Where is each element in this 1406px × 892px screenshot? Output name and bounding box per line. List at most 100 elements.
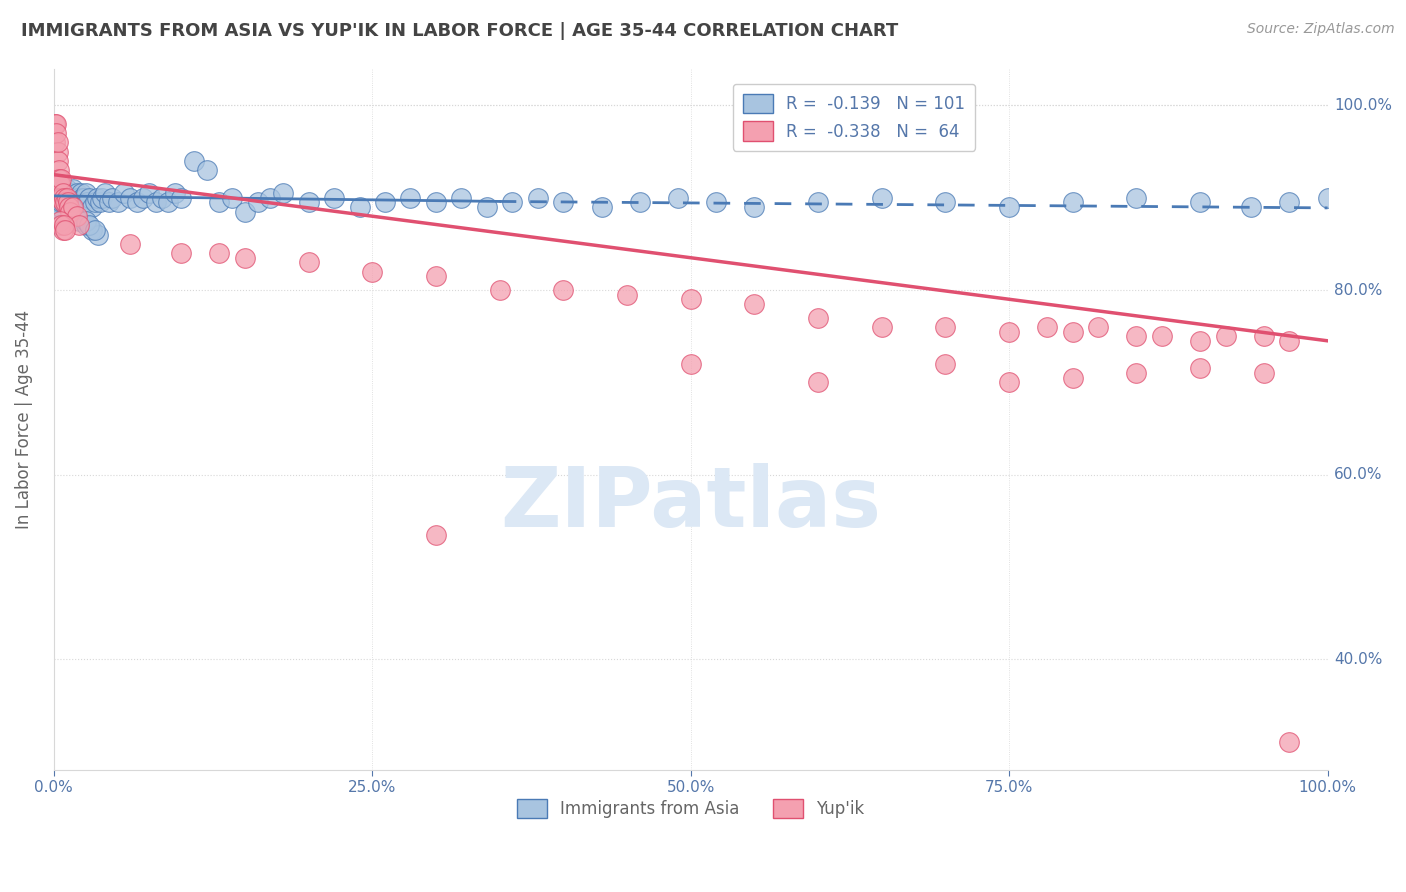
Point (628, 195, 651, 210)
Point (1316, 191, 1339, 205)
Point (75, 214, 97, 228)
Point (1150, 329, 1173, 343)
Point (79, 219, 101, 233)
Point (70, 191, 93, 205)
Point (55, 191, 77, 205)
Text: 60.0%: 60.0% (1334, 467, 1382, 483)
Point (66, 186, 89, 201)
Point (52, 195, 75, 210)
Point (1125, 366, 1147, 380)
Point (89, 195, 111, 210)
Point (616, 287, 638, 301)
Point (52, 181, 75, 195)
Point (72, 195, 94, 210)
Point (55, 195, 77, 210)
Point (53, 191, 76, 205)
Point (48, 191, 70, 205)
Point (45, 181, 67, 195)
Point (44, 195, 66, 210)
Point (48, 172, 70, 186)
Point (1125, 329, 1147, 343)
Point (49, 177, 72, 191)
Point (679, 293, 702, 307)
Point (271, 186, 294, 201)
Point (51, 195, 73, 210)
Point (45, 191, 67, 205)
Point (297, 255, 319, 269)
Point (46, 204, 69, 219)
Point (221, 191, 243, 205)
Point (259, 191, 281, 205)
Point (297, 195, 319, 210)
Point (998, 376, 1021, 390)
Point (53, 191, 76, 205)
Point (56, 195, 79, 210)
Point (75, 219, 97, 233)
Point (998, 325, 1021, 339)
Point (1215, 329, 1237, 343)
Point (46, 136, 69, 150)
Point (48, 163, 70, 178)
Point (807, 310, 830, 325)
Point (58, 200, 80, 214)
Point (807, 376, 830, 390)
Text: 100.0%: 100.0% (1334, 98, 1392, 113)
Point (53, 191, 76, 205)
Point (52, 223, 75, 237)
Point (374, 195, 396, 210)
Point (86, 191, 108, 205)
Text: Source: ZipAtlas.com: Source: ZipAtlas.com (1247, 22, 1395, 37)
Point (527, 191, 550, 205)
Point (475, 200, 498, 214)
Text: 80.0%: 80.0% (1334, 283, 1382, 298)
Point (48, 181, 70, 195)
Point (59, 186, 82, 201)
Point (101, 191, 124, 205)
Point (666, 191, 689, 205)
Point (145, 195, 167, 210)
Point (46, 195, 69, 210)
Point (66, 209, 89, 223)
Point (1189, 195, 1212, 210)
Point (45, 117, 67, 131)
Point (170, 191, 193, 205)
Point (870, 320, 893, 334)
Point (1278, 334, 1301, 348)
Point (79, 191, 101, 205)
Point (1240, 200, 1263, 214)
Point (67, 191, 90, 205)
Point (425, 269, 447, 284)
Point (45, 126, 67, 140)
Point (744, 200, 766, 214)
Point (44, 136, 66, 150)
Point (704, 195, 727, 210)
Point (56, 186, 79, 201)
Point (425, 195, 447, 210)
Point (107, 195, 129, 210)
Point (67, 219, 90, 233)
Point (349, 200, 371, 214)
Point (80, 223, 103, 237)
Point (157, 195, 180, 210)
Point (553, 283, 575, 297)
Point (58, 195, 80, 210)
Legend: Immigrants from Asia, Yup'ik: Immigrants from Asia, Yup'ik (510, 792, 872, 825)
Point (75, 186, 97, 201)
Point (399, 191, 422, 205)
Point (46, 191, 69, 205)
Point (83, 195, 105, 210)
Point (1278, 195, 1301, 210)
Point (83, 223, 105, 237)
Point (67, 195, 90, 210)
Point (46, 145, 69, 159)
Point (425, 527, 447, 541)
Point (138, 186, 160, 201)
Point (1062, 195, 1084, 210)
Point (934, 357, 956, 371)
Point (450, 191, 472, 205)
Point (183, 153, 205, 168)
Point (56, 195, 79, 210)
Point (1253, 329, 1275, 343)
Point (45, 200, 67, 214)
Point (120, 236, 142, 251)
